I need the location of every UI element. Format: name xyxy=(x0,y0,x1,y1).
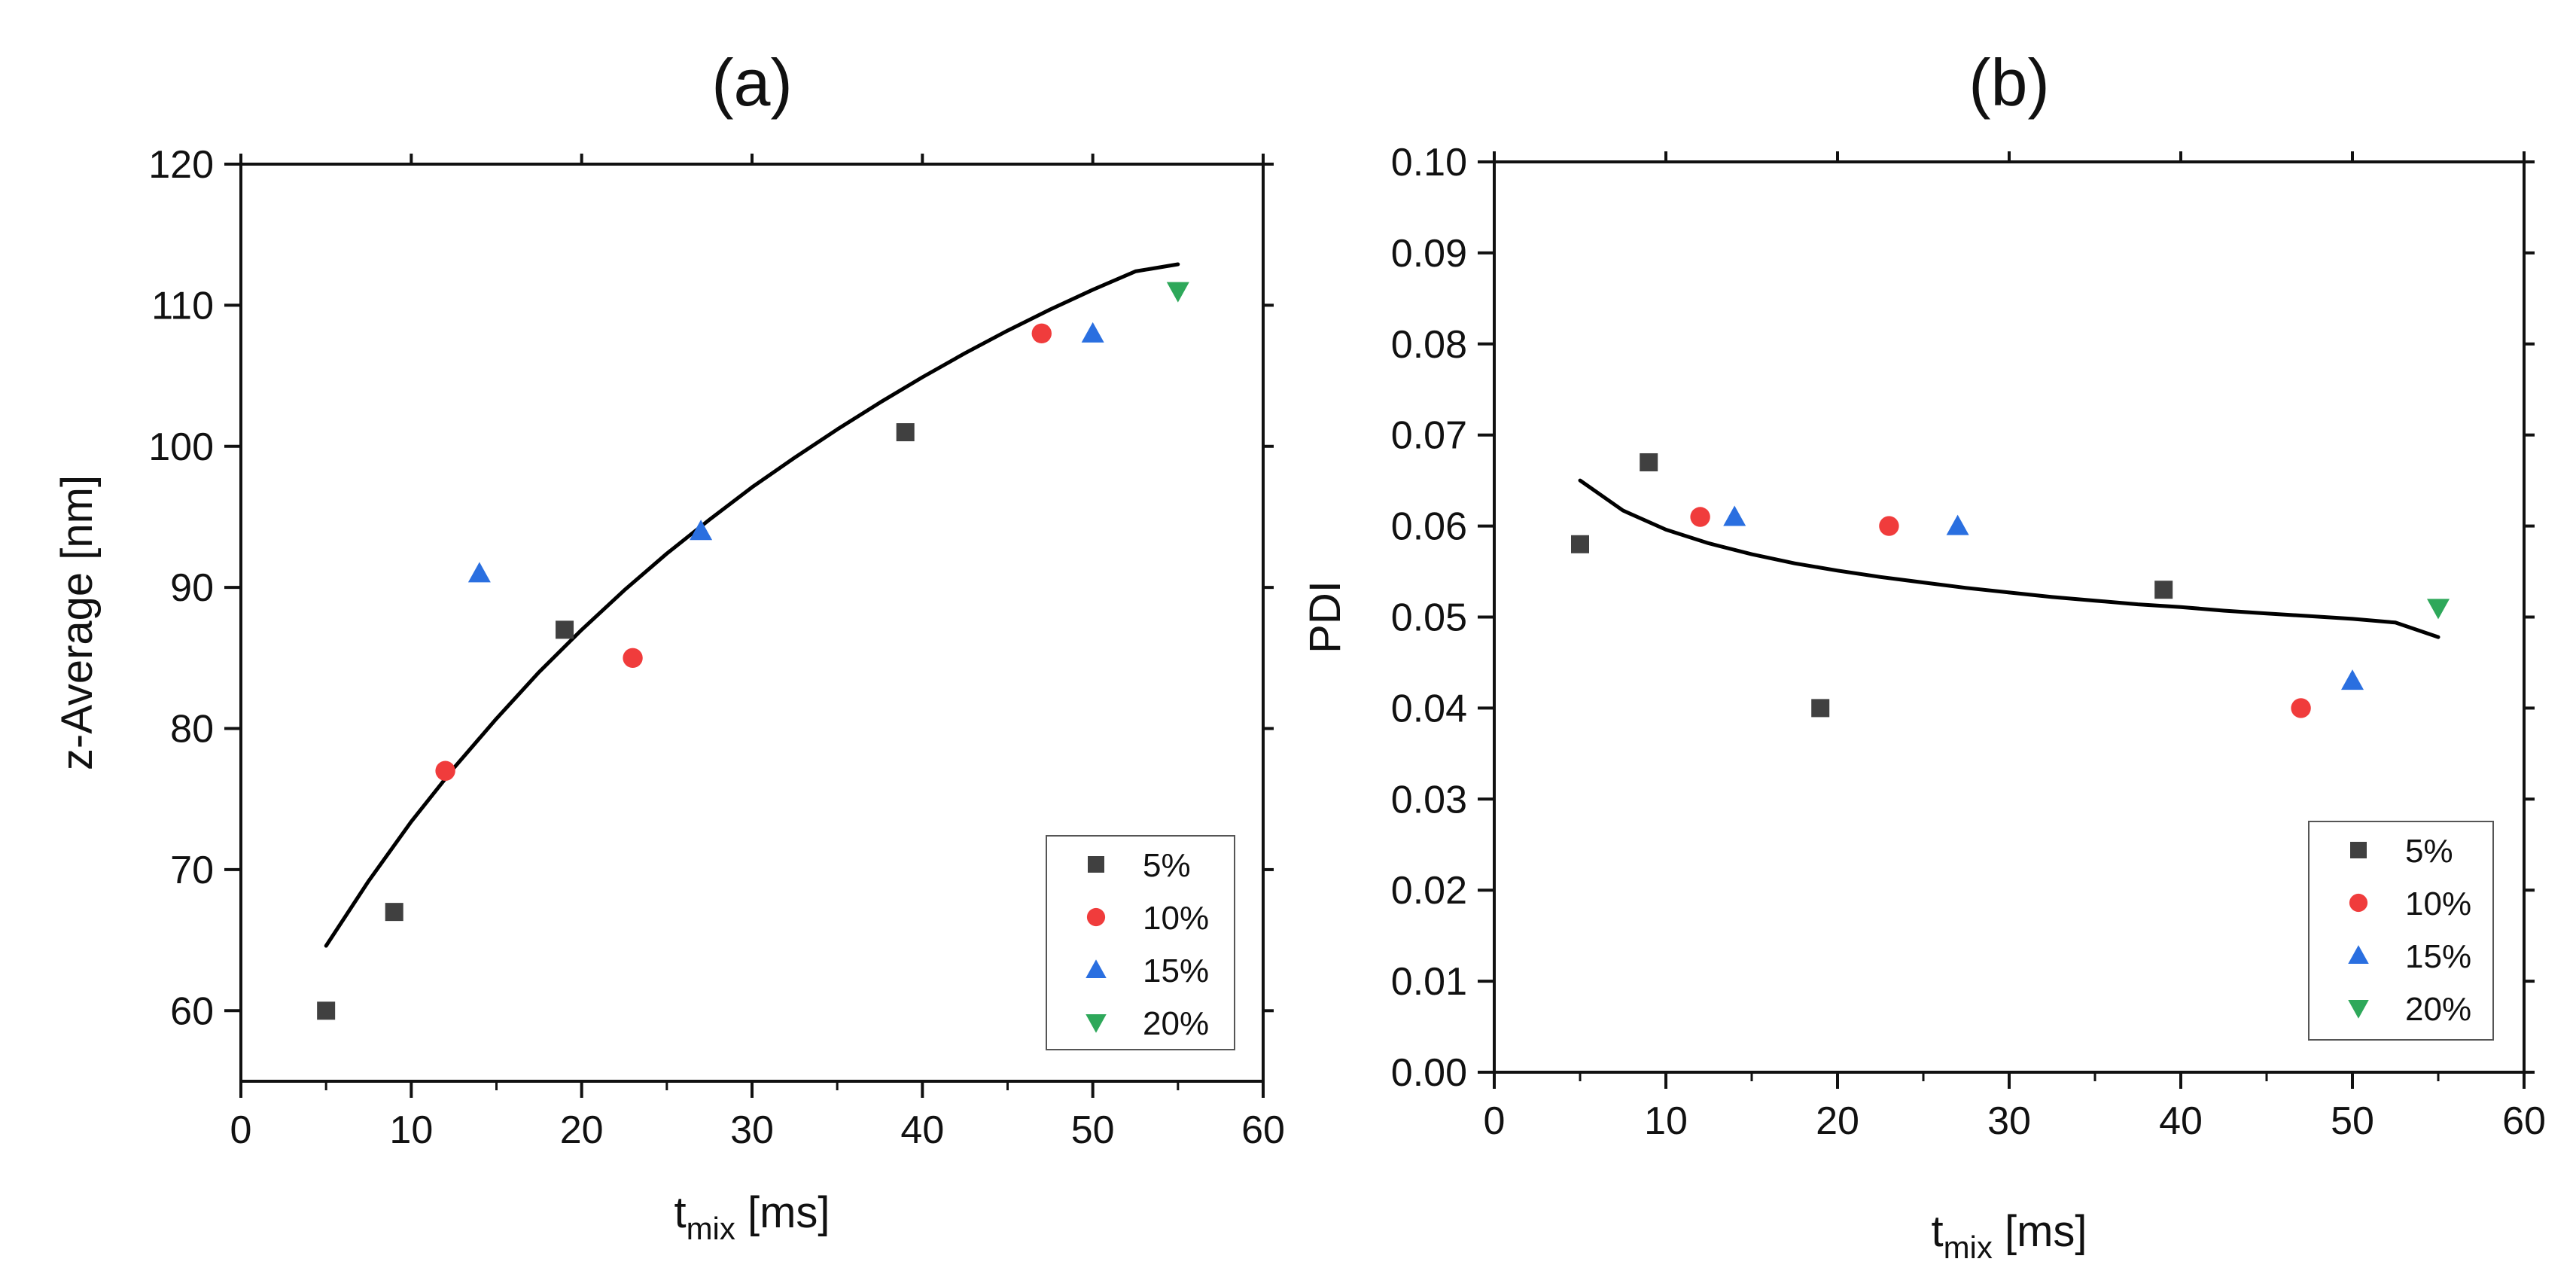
data-point-series-1 xyxy=(385,903,403,922)
data-point-series-2 xyxy=(1690,507,1710,527)
data-point-series-1 xyxy=(1571,535,1589,553)
data-point-series-3 xyxy=(1723,505,1746,526)
legend-marker xyxy=(1086,1014,1107,1033)
y-tick-label: 110 xyxy=(151,284,214,328)
y-tick-label: 120 xyxy=(148,143,214,187)
data-point-series-2 xyxy=(2291,698,2311,718)
y-tick-label: 0.00 xyxy=(1391,1051,1467,1095)
x-tick-label: 0 xyxy=(230,1108,252,1152)
x-tick-label: 10 xyxy=(389,1108,433,1152)
data-point-series-2 xyxy=(623,648,643,669)
legend-label: 10% xyxy=(1143,900,1209,937)
legend-marker xyxy=(1086,907,1106,927)
y-axis-label: PDI xyxy=(1301,581,1350,654)
data-point-series-1 xyxy=(1640,453,1658,471)
legend-marker xyxy=(2350,842,2367,858)
panel-b: (b) 0 10 20 30 40 50 60 0.00 0.01 0.02 0.03 0.04 0.05… xyxy=(1301,45,2546,1265)
legend-label: 15% xyxy=(1143,952,1209,989)
data-point-series-3 xyxy=(1081,322,1104,343)
legend-marker xyxy=(2349,893,2368,913)
data-point-series-1 xyxy=(556,620,574,639)
legend-marker xyxy=(1088,856,1104,873)
data-point-series-1 xyxy=(317,1001,336,1020)
data-point-series-1 xyxy=(2154,581,2173,599)
x-tick-label: 20 xyxy=(560,1108,604,1152)
y-tick-label: 0.09 xyxy=(1391,232,1467,276)
y-tick-label: 0.10 xyxy=(1391,141,1467,184)
legend-marker xyxy=(1086,959,1107,978)
x-tick-label: 50 xyxy=(1071,1108,1115,1152)
panel-title: (b) xyxy=(1969,45,2050,120)
y-tick-label: 0.04 xyxy=(1391,687,1467,730)
y-tick-label: 60 xyxy=(170,989,214,1033)
x-axis-label-main: t xyxy=(674,1188,686,1237)
data-point-series-3 xyxy=(690,520,713,541)
x-tick-label: 60 xyxy=(2502,1099,2546,1143)
data-point-series-3 xyxy=(1946,514,1969,535)
x-axis-label-unit: [ms] xyxy=(1993,1207,2087,1256)
x-tick-label: 10 xyxy=(1644,1099,1688,1143)
y-tick-label: 0.06 xyxy=(1391,505,1467,549)
x-tick-label: 30 xyxy=(730,1108,774,1152)
data-point-series-3 xyxy=(467,562,491,583)
x-axis-label-main: t xyxy=(1931,1207,1943,1256)
legend-label: 20% xyxy=(1143,1005,1209,1042)
x-tick-label: 50 xyxy=(2331,1099,2374,1143)
y-tick-label: 0.01 xyxy=(1391,960,1467,1004)
x-tick-label: 60 xyxy=(1241,1108,1285,1152)
x-tick-label: 20 xyxy=(1816,1099,1859,1143)
legend-label: 20% xyxy=(2405,991,2471,1028)
y-tick-label: 70 xyxy=(170,849,214,892)
x-tick-label: 0 xyxy=(1484,1099,1506,1143)
y-tick-label: 0.03 xyxy=(1391,778,1467,821)
data-point-series-2 xyxy=(435,760,455,781)
y-tick-label: 0.07 xyxy=(1391,414,1467,458)
x-tick-label: 30 xyxy=(1987,1099,2031,1143)
y-tick-label: 80 xyxy=(170,708,214,751)
x-axis-label: tmix [ms] xyxy=(1931,1207,2087,1265)
data-point-series-1 xyxy=(1811,699,1830,718)
y-axis-label: z-Average [nm] xyxy=(53,475,102,770)
data-point-series-4 xyxy=(2427,599,2450,620)
x-tick-label: 40 xyxy=(2159,1099,2203,1143)
legend-box xyxy=(1046,835,1235,1050)
y-tick-label: 100 xyxy=(148,425,214,469)
data-point-series-3 xyxy=(2341,669,2364,690)
x-tick-label: 40 xyxy=(900,1108,944,1152)
y-tick-label: 0.08 xyxy=(1391,323,1467,367)
legend-box xyxy=(2308,821,2494,1041)
data-point-series-2 xyxy=(1031,323,1052,344)
x-axis-label: tmix [ms] xyxy=(674,1188,830,1246)
legend-label: 5% xyxy=(1143,847,1191,884)
y-tick-label: 0.05 xyxy=(1391,596,1467,640)
y-tick-label: 90 xyxy=(170,566,214,610)
x-axis-label-subscript: mix xyxy=(687,1211,735,1246)
data-point-series-2 xyxy=(1879,516,1899,536)
x-axis-label-subscript: mix xyxy=(1944,1230,1993,1265)
data-point-series-1 xyxy=(896,423,915,442)
fit-curve xyxy=(1578,478,2441,639)
legend-label: 10% xyxy=(2405,885,2471,922)
x-axis-label-unit: [ms] xyxy=(735,1188,830,1237)
panel-title: (a) xyxy=(711,45,793,120)
data-point-series-4 xyxy=(1166,282,1189,303)
legend-label: 15% xyxy=(2405,938,2471,975)
legend-marker xyxy=(2348,945,2369,964)
legend-marker xyxy=(2348,1000,2369,1019)
legend-label: 5% xyxy=(2405,833,2453,870)
y-tick-label: 0.02 xyxy=(1391,869,1467,913)
panel-a: (a) 0 10 20 30 40 50 60 60 70 80 90 100 110 120 tmix [m… xyxy=(53,45,1285,1246)
fit-curve xyxy=(324,262,1180,948)
